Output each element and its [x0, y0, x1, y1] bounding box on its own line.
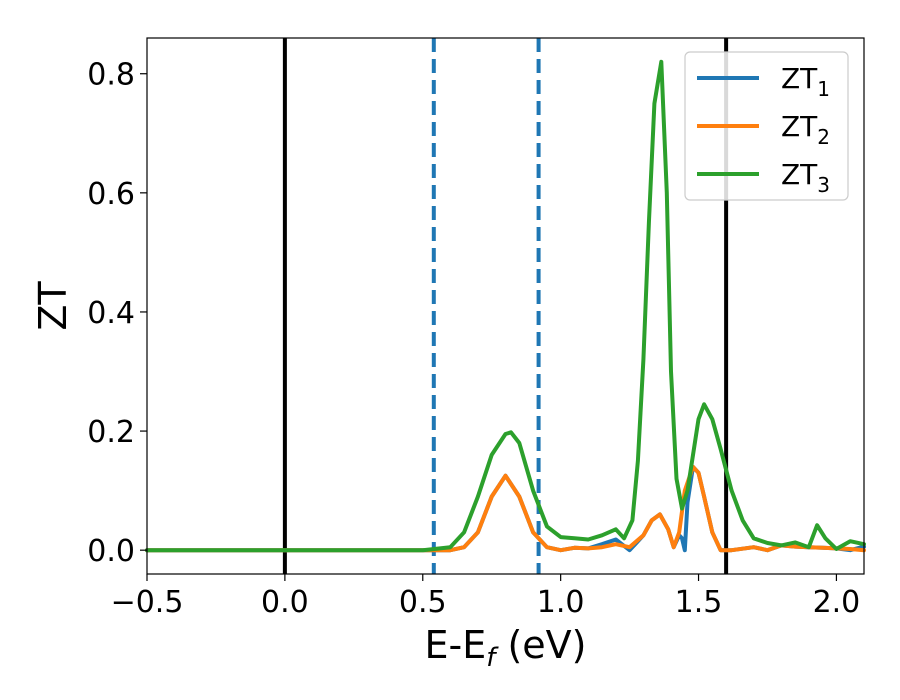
x-tick-label: −0.5: [111, 585, 184, 620]
legend-label-zt2: ZT2: [781, 110, 830, 149]
y-tick-label: 0.2: [87, 415, 135, 450]
x-axis-title-unit: (eV): [495, 623, 586, 667]
y-tick-label: 0.0: [87, 534, 135, 569]
x-tick-label: 1.5: [675, 585, 723, 620]
y-axis: 0.0 0.2 0.4 0.6 0.8: [87, 58, 147, 569]
y-tick-label: 0.8: [87, 58, 135, 93]
x-tick-label: 0.5: [399, 585, 447, 620]
y-tick-label: 0.6: [87, 177, 135, 212]
y-axis-title: ZT: [31, 281, 75, 331]
plot-frame: [146, 37, 865, 575]
y-tick-label: 0.4: [87, 296, 135, 331]
legend-box: [684, 51, 849, 201]
x-axis-title-main: E-E: [425, 623, 487, 667]
x-tick-label: 1.0: [537, 585, 585, 620]
legend: ZT1 ZT2 ZT3: [684, 51, 849, 201]
reference-lines: [282, 38, 729, 574]
legend-label-zt1: ZT1: [781, 62, 830, 101]
series-lines: [145, 59, 866, 553]
legend-label-zt3: ZT3: [781, 158, 830, 197]
series-line-zt3: [145, 59, 866, 553]
x-tick-label: 2.0: [813, 585, 861, 620]
x-axis-title: E-Ef (eV): [425, 623, 587, 673]
x-tick-label: 0.0: [261, 585, 309, 620]
x-axis: −0.5 0.0 0.5 1.0 1.5 2.0: [111, 574, 861, 620]
